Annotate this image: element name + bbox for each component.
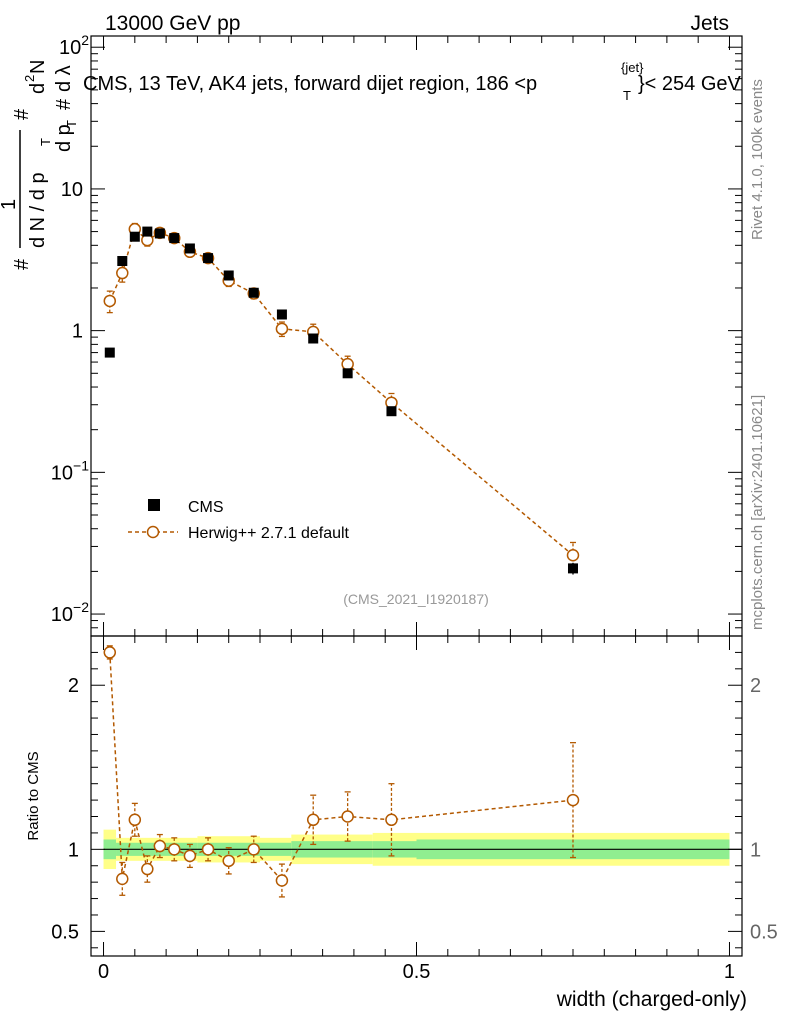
main-y-ticks: 10−2 10−1 1 10 102 bbox=[51, 32, 742, 637]
main-title-text: CMS, 13 TeV, AK4 jets, forward dijet reg… bbox=[83, 73, 537, 95]
legend-cms-label: CMS bbox=[188, 499, 224, 516]
ratio-y-tick-label: 1 bbox=[68, 839, 79, 861]
x-tick-label: 1 bbox=[724, 961, 735, 983]
main-data-series bbox=[104, 226, 578, 575]
ylabel-two: 2 bbox=[22, 75, 37, 82]
ylabel-one: 1 bbox=[0, 199, 20, 210]
data-point bbox=[203, 253, 214, 264]
data-point bbox=[184, 243, 195, 254]
data-point bbox=[104, 347, 115, 358]
ratio-mc-point bbox=[275, 874, 289, 887]
mc-point bbox=[116, 266, 129, 280]
ratio-mc-point bbox=[103, 646, 117, 659]
main-title: CMS, 13 TeV, AK4 jets, forward dijet reg… bbox=[83, 60, 742, 103]
legend: CMS Herwig++ 2.7.1 default bbox=[128, 499, 350, 542]
ratio-y-tick-label-right: 2 bbox=[750, 675, 761, 697]
ratio-mc-point bbox=[222, 854, 235, 868]
category-label: Jets bbox=[690, 12, 729, 35]
ratio-y-tick-label: 0.5 bbox=[51, 921, 79, 943]
ratio-mc-point bbox=[168, 843, 181, 856]
analysis-id: (CMS_2021_I1920187) bbox=[343, 591, 489, 607]
main-panel-frame bbox=[90, 35, 743, 637]
ratio-mc-point bbox=[385, 813, 398, 827]
data-point bbox=[308, 333, 319, 344]
main-y-tick-label: 10−1 bbox=[51, 457, 89, 484]
ylabel-dlambda: d λ bbox=[53, 65, 75, 92]
ylabel-hash: # bbox=[11, 258, 33, 270]
energy-label: 13000 GeV pp bbox=[105, 12, 240, 35]
x-tick-label: 0 bbox=[98, 961, 109, 983]
data-point bbox=[248, 287, 259, 298]
ylabel-d2: d bbox=[27, 83, 49, 94]
legend-cms-marker bbox=[148, 499, 160, 511]
data-point bbox=[567, 563, 578, 574]
ratio-mc-point bbox=[306, 813, 320, 827]
legend-mc-label: Herwig++ 2.7.1 default bbox=[188, 525, 350, 542]
main-y-axis-label: # 1 d N / d p T # d p T d 2 N # d λ bbox=[0, 60, 79, 270]
mc-point bbox=[566, 548, 580, 562]
legend-mc-marker bbox=[146, 525, 160, 539]
data-point bbox=[154, 228, 165, 239]
ylabel-hash-3: # bbox=[53, 98, 75, 110]
data-point bbox=[117, 256, 128, 267]
ratio-mc-point bbox=[341, 810, 354, 823]
ratio-mc-point bbox=[201, 843, 215, 856]
ratio-y-tick-label-right: 0.5 bbox=[750, 921, 778, 943]
main-mc-series bbox=[103, 222, 580, 573]
ratio-x-ticks: 0 0.5 1 bbox=[98, 636, 735, 983]
mc-point bbox=[275, 322, 289, 336]
main-x-ticks bbox=[103, 36, 730, 636]
ratio-y-tick-label-right: 1 bbox=[750, 839, 761, 861]
x-axis-label: width (charged-only) bbox=[556, 988, 747, 1011]
data-point bbox=[386, 406, 397, 417]
mcplots-label: mcplots.cern.ch [arXiv:2401.10621] bbox=[749, 395, 766, 630]
ratio-y-ticks: 0.5 0.5 1 1 2 2 bbox=[51, 651, 778, 949]
data-point bbox=[169, 233, 180, 244]
mc-point bbox=[341, 357, 354, 371]
data-point bbox=[223, 270, 234, 281]
main-y-tick-label: 1 bbox=[72, 321, 83, 343]
ylabel-t-sub-2: T bbox=[64, 120, 79, 128]
ratio-y-axis-label: Ratio to CMS bbox=[25, 751, 42, 840]
data-point bbox=[276, 309, 287, 320]
ratio-y-tick-label: 2 bbox=[68, 675, 79, 697]
main-y-tick-label: 10−2 bbox=[51, 599, 89, 626]
main-title-sub: T bbox=[623, 88, 631, 103]
main-title-sup: {jet} bbox=[621, 60, 644, 75]
ylabel-t-sub-1: T bbox=[38, 138, 53, 146]
data-point bbox=[129, 231, 140, 242]
ratio-mc-point bbox=[153, 839, 167, 853]
ylabel-n: N bbox=[27, 60, 49, 74]
ratio-mc-point bbox=[183, 849, 197, 863]
main-title-end: }< 254 GeV bbox=[638, 73, 742, 95]
ratio-mc-point bbox=[128, 813, 142, 827]
ratio-mc-point bbox=[116, 872, 129, 886]
ylabel-dp: d p bbox=[53, 124, 75, 152]
x-tick-label: 0.5 bbox=[403, 961, 431, 983]
ratio-panel-frame bbox=[90, 635, 743, 957]
ratio-mc-point bbox=[141, 862, 154, 876]
main-y-tick-label: 102 bbox=[59, 32, 89, 59]
main-y-tick-label: 10 bbox=[61, 179, 83, 201]
ylabel-hash-2: # bbox=[11, 108, 33, 120]
ratio-mc-point bbox=[247, 843, 260, 856]
ratio-mc-point bbox=[566, 793, 580, 807]
mc-line bbox=[109, 227, 574, 556]
ylabel-dn-dpt: d N / d p bbox=[27, 172, 49, 248]
mc-point bbox=[103, 294, 117, 308]
data-point bbox=[342, 368, 353, 379]
ratio-mc-series bbox=[103, 645, 580, 898]
data-point bbox=[142, 226, 153, 237]
rivet-version-label: Rivet 4.1.0, 100k events bbox=[749, 79, 766, 240]
